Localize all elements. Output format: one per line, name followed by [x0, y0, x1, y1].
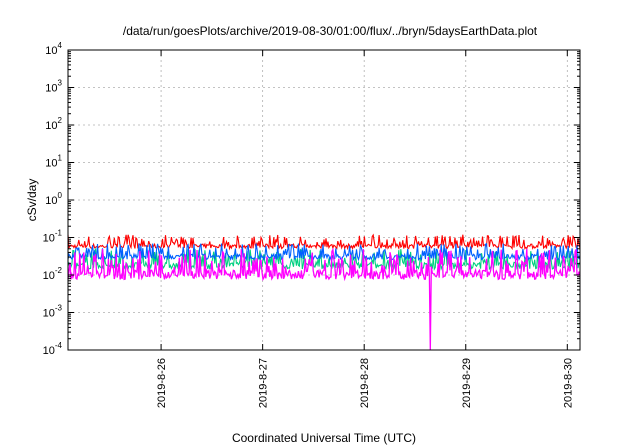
- series-line: [67, 242, 581, 262]
- y-tick-label: 100: [45, 191, 62, 207]
- y-axis-label: cSv/day: [25, 179, 39, 222]
- x-axis: 2019-8-26 2019-8-27 2019-8-28 2019-8-29 2019…: [156, 50, 574, 408]
- x-tick-label: 2019-8-30: [562, 358, 574, 408]
- series-layer: [67, 233, 581, 351]
- y-tick-label: 102: [45, 116, 62, 132]
- y-tick-label: 10-4: [43, 341, 63, 357]
- x-axis-label: Coordinated Universal Time (UTC): [232, 431, 416, 445]
- y-tick-label: 10-3: [43, 304, 63, 320]
- y-tick-label: 103: [45, 79, 62, 95]
- y-tick-label: 104: [45, 41, 62, 57]
- y-tick-label: 10-1: [43, 229, 63, 245]
- y-axis: 10-4 10-3 10-2 10-1 100 101 102 103 104: [43, 41, 580, 357]
- x-tick-label: 2019-8-27: [258, 358, 270, 408]
- y-tick-label: 101: [45, 154, 62, 170]
- x-tick-label: 2019-8-26: [156, 358, 168, 408]
- x-tick-label: 2019-8-29: [461, 358, 473, 408]
- x-tick-label: 2019-8-28: [359, 358, 371, 408]
- grid-lines: [68, 49, 580, 351]
- chart-title: /data/run/goesPlots/archive/2019-08-30/0…: [123, 24, 538, 38]
- y-tick-label: 10-2: [43, 266, 63, 282]
- series-line: [67, 247, 581, 351]
